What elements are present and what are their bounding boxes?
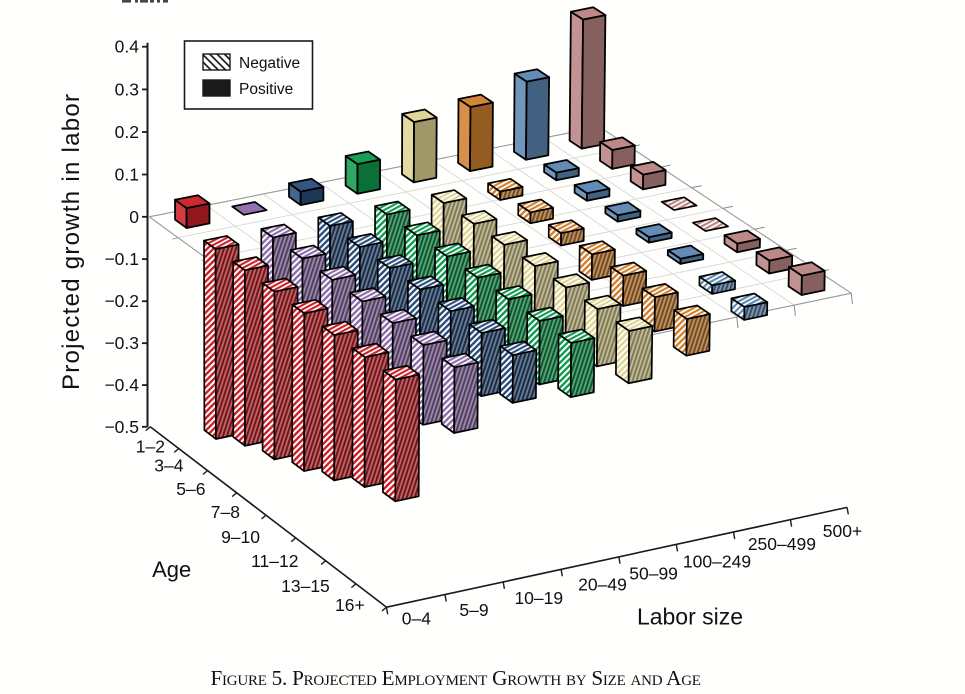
svg-text:−0.4: −0.4 [104, 375, 139, 395]
svg-text:13–15: 13–15 [281, 576, 330, 596]
svg-text:0.3: 0.3 [115, 79, 139, 99]
svg-text:0.4: 0.4 [115, 37, 140, 57]
svg-text:7–8: 7–8 [211, 502, 240, 522]
svg-text:0.2: 0.2 [115, 122, 139, 142]
svg-text:100–249: 100–249 [683, 552, 751, 572]
svg-text:Negative: Negative [239, 55, 300, 72]
svg-text:−0.5: −0.5 [104, 417, 139, 437]
svg-text:16+: 16+ [335, 595, 365, 615]
svg-text:−0.3: −0.3 [104, 333, 139, 353]
svg-text:20–49: 20–49 [578, 575, 627, 595]
svg-text:0.1: 0.1 [115, 165, 139, 185]
svg-text:500+: 500+ [823, 521, 862, 541]
svg-text:3–4: 3–4 [154, 456, 183, 476]
svg-text:9–10: 9–10 [221, 527, 260, 547]
svg-text:5–9: 5–9 [459, 600, 488, 620]
svg-text:Positive: Positive [239, 81, 293, 98]
svg-text:0: 0 [129, 207, 139, 227]
svg-text:50–99: 50–99 [629, 564, 678, 584]
svg-text:Figure 5. Projected Employment: Figure 5. Projected Employment Growth by… [211, 666, 701, 690]
svg-text:Projected growth in labor: Projected growth in labor [58, 94, 85, 390]
svg-text:11–12: 11–12 [251, 551, 298, 571]
svg-text:−0.2: −0.2 [104, 291, 139, 311]
svg-text:250–499: 250–499 [748, 534, 816, 554]
svg-text:5–6: 5–6 [176, 479, 205, 499]
svg-text:1–2: 1–2 [136, 437, 165, 457]
svg-text:0–4: 0–4 [402, 609, 431, 629]
svg-text:10–19: 10–19 [514, 588, 563, 608]
svg-text:−0.1: −0.1 [104, 249, 139, 269]
svg-text:Age: Age [152, 557, 191, 582]
svg-text:Labor size: Labor size [637, 604, 743, 630]
